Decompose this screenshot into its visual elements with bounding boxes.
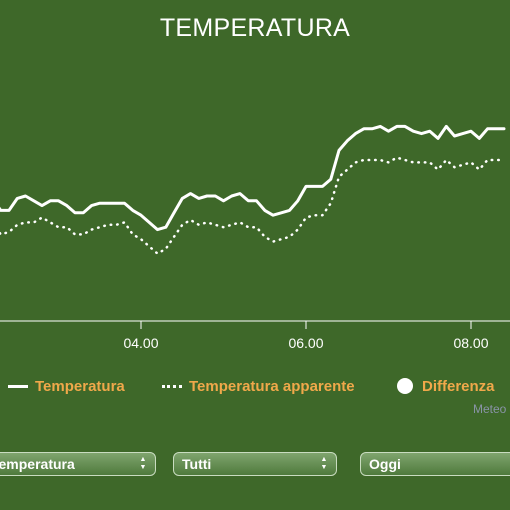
x-tick-label-1: 06.00 — [288, 335, 323, 351]
circle-swatch-icon — [397, 378, 413, 394]
legend-label: Temperatura apparente — [189, 377, 355, 395]
variable-select[interactable]: Temperatura ▲▼ — [0, 452, 156, 476]
legend-item-temperatura-apparente[interactable]: Temperatura apparente — [162, 375, 355, 397]
series-line-temperatura-apparente — [0, 156, 506, 255]
up-down-arrows-icon: ▲ ▼ — [139, 456, 147, 471]
temperature-chart: 04.00 06.00 08.00 — [0, 124, 510, 351]
chart-legend: Temperatura Temperatura apparente Differ… — [0, 375, 510, 397]
filter-select-value: Tutti — [182, 456, 212, 472]
period-select-value: Oggi — [369, 456, 401, 472]
solid-line-swatch-icon — [8, 384, 28, 388]
variable-select-value: Temperatura — [0, 456, 75, 472]
chart-title: TEMPERATURA — [159, 14, 351, 42]
filter-select[interactable]: Tutti ▲ ▼ — [173, 452, 337, 476]
legend-label: Differenza — [422, 377, 495, 395]
up-down-arrows-icon: ▲ ▼ — [320, 456, 328, 471]
legend-item-temperatura[interactable]: Temperatura — [8, 375, 125, 397]
dotted-line-swatch-icon — [162, 384, 182, 388]
chart-credit[interactable]: Meteo — [473, 402, 507, 416]
legend-item-differenza[interactable]: Differenza — [397, 375, 495, 397]
series-line-temperatura — [0, 124, 506, 232]
legend-label: Temperatura — [35, 377, 125, 395]
x-tick-label-0: 04.00 — [123, 335, 158, 351]
period-select[interactable]: Oggi — [360, 452, 510, 476]
x-tick-label-2: 08.00 — [453, 335, 488, 351]
